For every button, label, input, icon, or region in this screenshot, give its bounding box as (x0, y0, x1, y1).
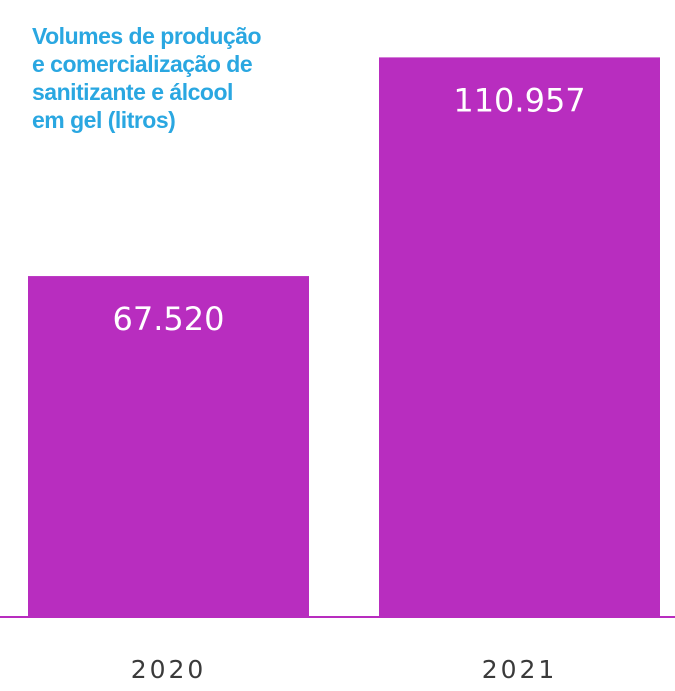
x-tick-label-2020: 2020 (131, 655, 207, 684)
data-label-2020: 67.520 (113, 300, 225, 338)
bar-2021 (379, 57, 660, 616)
bar-2020 (28, 276, 309, 616)
x-axis-baseline (0, 616, 675, 618)
chart-title: Volumes de produção e comercialização de… (32, 23, 262, 133)
x-tick-label-2021: 2021 (482, 655, 558, 684)
data-label-2021: 110.957 (453, 81, 585, 119)
